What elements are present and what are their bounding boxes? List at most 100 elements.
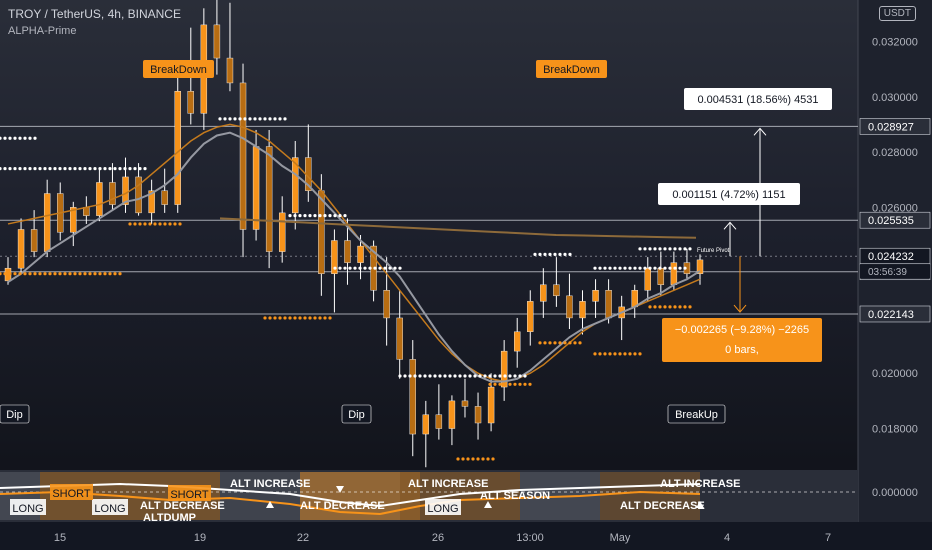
- candle: [500, 340, 508, 401]
- signal-dot: [628, 352, 632, 356]
- candle: [631, 284, 638, 318]
- signal-dot: [466, 457, 470, 461]
- signal-dot: [33, 167, 37, 171]
- candle: [148, 179, 155, 224]
- y-tick-label: 0.030000: [872, 92, 918, 104]
- indicator-name[interactable]: ALPHA-Prime: [8, 25, 77, 37]
- signal-dot: [13, 167, 17, 171]
- signal-dot: [523, 374, 527, 378]
- signal-dot: [553, 252, 557, 256]
- signal-dot: [178, 222, 182, 226]
- price-level-label: 0.025535: [868, 215, 914, 227]
- y-tick-label: 0.018000: [872, 424, 918, 436]
- signal-dot: [308, 316, 312, 320]
- symbol-title[interactable]: TROY / TetherUS, 4h, BINANCE: [8, 7, 181, 21]
- signal-dot: [38, 272, 42, 276]
- signal-dot: [248, 117, 252, 121]
- signal-dot: [458, 374, 462, 378]
- signal-dot: [456, 457, 460, 461]
- candle: [265, 129, 273, 269]
- currency-badge[interactable]: USDT: [878, 6, 916, 21]
- signal-dot: [263, 316, 267, 320]
- signal-dot: [98, 167, 102, 171]
- signal-label-text: Dip: [348, 409, 365, 421]
- candle: [448, 395, 456, 446]
- signal-dot: [23, 136, 27, 140]
- signal-dot: [268, 117, 272, 121]
- signal-dot: [318, 214, 322, 218]
- candle-body: [96, 182, 103, 216]
- candle-body: [318, 190, 325, 274]
- ma-slow-line: [7, 123, 701, 383]
- signal-dot: [163, 222, 167, 226]
- signal-dot: [233, 117, 237, 121]
- indicator-label: LONG: [425, 499, 461, 515]
- signal-dot: [598, 352, 602, 356]
- signal-dot: [23, 167, 27, 171]
- signal-dot: [3, 167, 7, 171]
- candle: [135, 163, 142, 216]
- candle-body: [135, 176, 142, 214]
- signal-dot: [493, 374, 497, 378]
- candle-body: [592, 290, 599, 302]
- signal-dot: [393, 266, 397, 270]
- signal-dot: [328, 316, 332, 320]
- indicator-line: [0, 482, 701, 508]
- candle-body: [278, 212, 286, 252]
- signal-dot: [83, 272, 87, 276]
- signal-dot: [398, 266, 402, 270]
- signal-dot: [593, 352, 597, 356]
- x-tick-label: 15: [54, 532, 66, 544]
- price-level-box: [859, 211, 931, 229]
- signal-dot: [223, 117, 227, 121]
- signal-label-text: BreakUp: [675, 409, 718, 421]
- signal-dot: [593, 266, 597, 270]
- signal-dot: [278, 316, 282, 320]
- signal-dot: [243, 117, 247, 121]
- signal-dot: [683, 266, 687, 270]
- signal-dot: [338, 266, 342, 270]
- signal-dot: [653, 247, 657, 251]
- signal-dot: [323, 214, 327, 218]
- signal-dot: [463, 374, 467, 378]
- signal-dot: [113, 167, 117, 171]
- signal-dot: [8, 272, 12, 276]
- signal-dot: [498, 382, 502, 386]
- signal-dot: [153, 222, 157, 226]
- signal-dot: [503, 382, 507, 386]
- signal-dot: [238, 117, 242, 121]
- candle: [57, 182, 64, 241]
- signal-dot: [608, 266, 612, 270]
- signal-label: BreakDown: [143, 60, 214, 78]
- candle-body: [487, 386, 495, 424]
- indicator-label: ALT DECREASE: [620, 500, 705, 512]
- signal-dot: [603, 352, 607, 356]
- signal-dot: [103, 167, 107, 171]
- signal-dot: [323, 316, 327, 320]
- signal-dot: [318, 316, 322, 320]
- signal-dot: [508, 374, 512, 378]
- indicator-label: ALT INCREASE: [230, 478, 310, 490]
- candle-body: [553, 284, 560, 297]
- signal-dot: [568, 252, 572, 256]
- signal-dot: [613, 352, 617, 356]
- candle-body: [579, 301, 586, 319]
- signal-dot: [503, 374, 507, 378]
- candle-body: [409, 359, 416, 435]
- candle: [461, 378, 469, 418]
- signal-dot: [428, 374, 432, 378]
- signal-dot: [298, 214, 302, 218]
- signal-dot: [603, 266, 607, 270]
- signal-dot: [143, 222, 147, 226]
- signal-dot: [348, 266, 352, 270]
- signal-label: Future Pivot: [697, 248, 730, 254]
- signal-dot: [48, 272, 52, 276]
- candle: [96, 168, 103, 222]
- signal-dot: [273, 117, 277, 121]
- price-level-label: 0.028927: [868, 121, 914, 133]
- signal-dot: [486, 457, 490, 461]
- price-level-tag: 0.022143: [859, 305, 931, 323]
- signal-dot: [648, 247, 652, 251]
